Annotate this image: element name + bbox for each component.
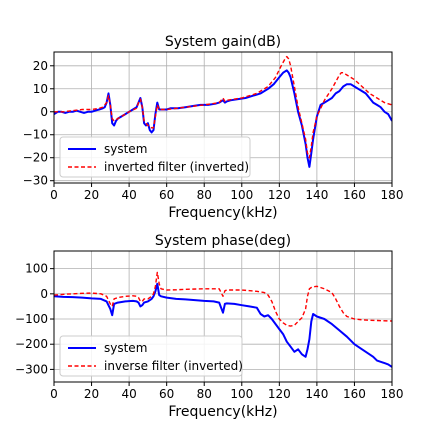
y-tick-label: −200 <box>15 337 48 351</box>
legend-label: system <box>104 341 147 355</box>
x-tick-label: 20 <box>84 188 99 202</box>
x-tick-label: 180 <box>381 188 404 202</box>
legend-label: system <box>104 142 147 156</box>
x-tick-label: 120 <box>268 188 291 202</box>
x-tick-label: 0 <box>50 387 58 401</box>
x-tick-label: 120 <box>268 387 291 401</box>
x-tick-label: 0 <box>50 188 58 202</box>
y-tick-label: 0 <box>40 105 48 119</box>
chart-title: System phase(deg) <box>155 233 291 249</box>
chart-2: 0 20 40 60 80 100 120 140 160 180 −300 −200 −100 0 100… <box>15 233 403 420</box>
y-tick-label: −10 <box>23 128 48 142</box>
plot-frame <box>53 250 393 383</box>
series-line-system <box>54 282 392 368</box>
legend-label: inverse filter (inverted) <box>104 359 243 373</box>
x-tick-label: 140 <box>305 387 328 401</box>
legend-label: inverted filter (inverted) <box>104 160 249 174</box>
chart-title: System gain(dB) <box>165 34 281 50</box>
x-axis-label: Frequency(kHz) <box>168 205 277 221</box>
legend-box <box>59 136 251 178</box>
x-tick-label: 100 <box>230 387 253 401</box>
y-tick-label: 10 <box>33 82 48 96</box>
y-tick-label: −100 <box>15 312 48 326</box>
x-tick-label: 160 <box>343 188 366 202</box>
x-tick-label: 160 <box>343 387 366 401</box>
legend: system inverse filter (inverted) <box>59 335 243 377</box>
x-axis-label: Frequency(kHz) <box>168 404 277 420</box>
x-tick-label: 140 <box>305 188 328 202</box>
plot-frame <box>53 51 393 184</box>
legend-box <box>59 335 243 377</box>
y-tick-label: 0 <box>40 287 48 301</box>
y-tick-label: 100 <box>25 262 48 276</box>
series-line-filter <box>54 55 392 159</box>
y-tick-label: −20 <box>23 151 48 165</box>
y-tick-label: −300 <box>15 362 48 376</box>
x-tick-label: 20 <box>84 387 99 401</box>
x-tick-label: 60 <box>159 188 174 202</box>
y-tick-label: 20 <box>33 59 48 73</box>
x-tick-label: 180 <box>381 387 404 401</box>
x-tick-label: 60 <box>159 387 174 401</box>
legend: system inverted filter (inverted) <box>59 136 251 178</box>
x-tick-label: 80 <box>197 387 212 401</box>
x-tick-label: 40 <box>121 387 136 401</box>
x-tick-label: 100 <box>230 188 253 202</box>
series-line-filter <box>54 271 392 327</box>
x-tick-label: 80 <box>197 188 212 202</box>
chart-1: 0 20 40 60 80 100 120 140 160 180 −30 −20 −10 0 10 20 Sy… <box>23 34 404 221</box>
x-tick-label: 40 <box>121 188 136 202</box>
y-tick-label: −30 <box>23 174 48 188</box>
